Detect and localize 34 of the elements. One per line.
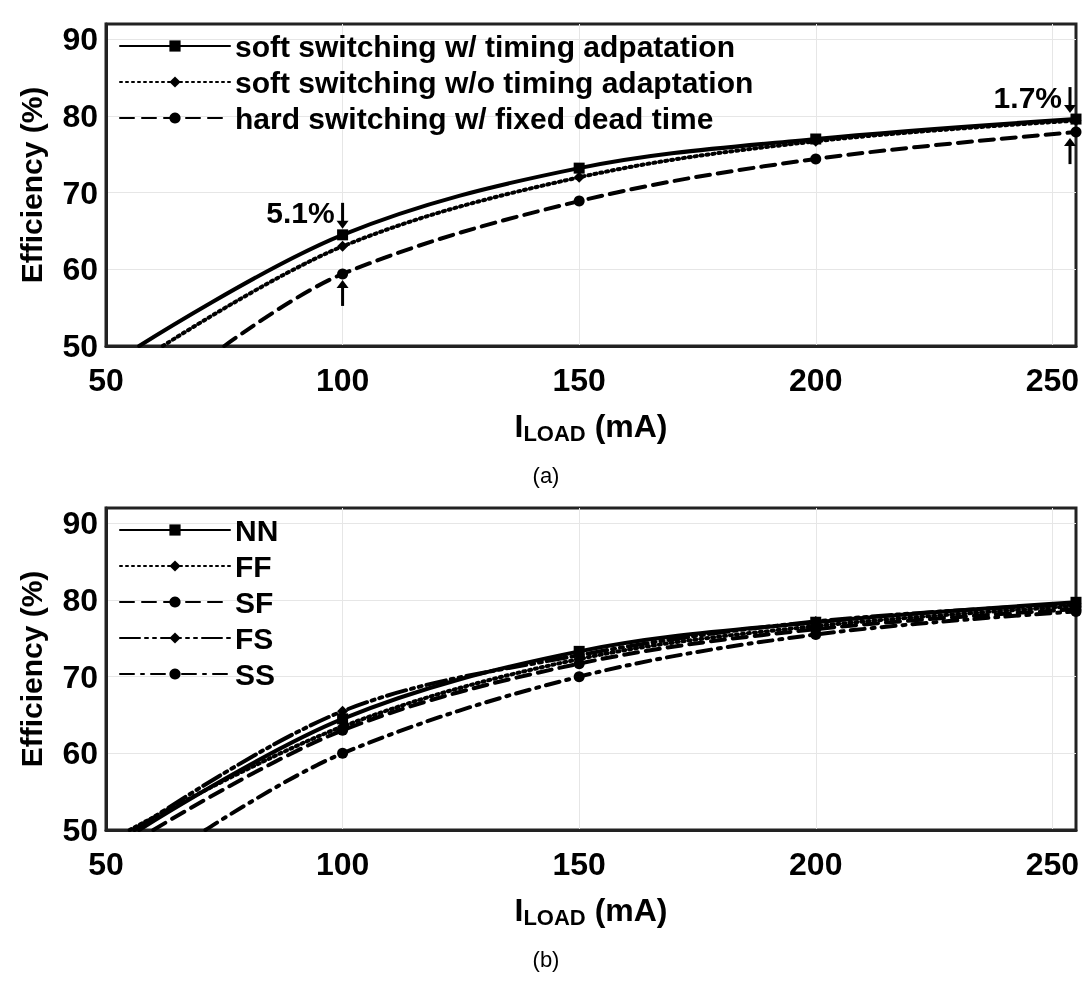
y-tick-label: 60 <box>62 735 98 772</box>
x-tick-label: 100 <box>315 846 370 882</box>
x-tick-label: 250 <box>1025 846 1080 882</box>
x-tick-label: 150 <box>552 846 606 882</box>
annotation: 1.7% <box>993 80 1062 114</box>
x-tick-label: 200 <box>789 846 843 882</box>
y-axis-title: Efficiency (%) <box>14 86 48 284</box>
y-tick-label: 70 <box>62 658 98 695</box>
y-axis-title: Efficiency (%) <box>14 570 48 768</box>
legend-label: SF <box>235 585 274 619</box>
x-tick-label: 50 <box>88 846 124 882</box>
annotation: 5.1% <box>266 196 335 230</box>
legend-label: NN <box>235 513 279 547</box>
x-tick-label: 100 <box>315 362 370 398</box>
x-tick-label: 150 <box>552 362 606 398</box>
x-tick-label: 200 <box>789 362 843 398</box>
y-tick-label: 90 <box>62 21 98 58</box>
y-tick-label: 50 <box>62 812 98 848</box>
y-tick-label: 50 <box>62 328 98 364</box>
y-tick-label: 90 <box>62 505 98 542</box>
legend-label: soft switching w/ timing adpatation <box>235 29 735 63</box>
y-tick-label: 60 <box>62 251 98 288</box>
text: (a) <box>532 462 560 488</box>
legend-label: FF <box>235 549 272 583</box>
x-tick-label: 50 <box>88 362 124 398</box>
text: (b) <box>532 946 560 972</box>
legend-label: FS <box>235 621 274 655</box>
legend-label: hard switching w/ fixed dead time <box>235 101 714 135</box>
y-tick-label: 80 <box>62 98 98 134</box>
y-tick-label: 70 <box>62 174 98 211</box>
x-tick-label: 250 <box>1025 362 1080 398</box>
y-tick-label: 80 <box>62 582 98 618</box>
legend-label: soft switching w/o timing adaptation <box>235 65 754 99</box>
legend-label: SS <box>235 657 276 691</box>
